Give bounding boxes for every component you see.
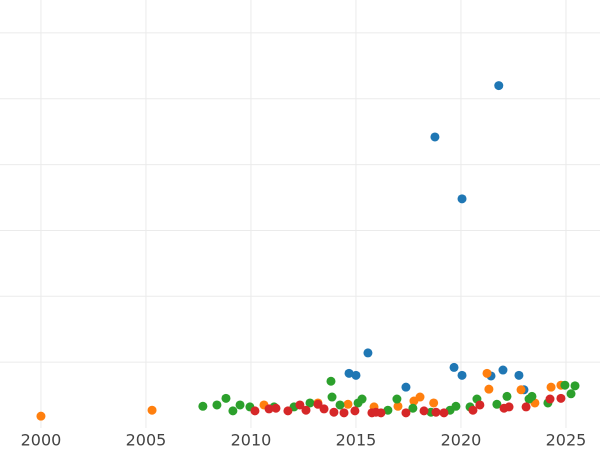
point [36,411,46,421]
point [198,401,208,411]
point [449,362,459,372]
point [376,408,386,418]
x-tick-label: 2010 [231,431,272,450]
point [468,405,478,415]
point [408,403,418,413]
x-tick-label: 2025 [546,431,587,450]
point [419,406,429,416]
point [295,400,305,410]
point [250,406,260,416]
point [546,382,556,392]
point [401,382,411,392]
point [498,365,508,375]
point [457,194,467,204]
point [482,368,492,378]
point [235,400,245,410]
point [357,394,367,404]
point [271,403,281,413]
point [221,393,231,403]
point [283,406,293,416]
point [339,408,349,418]
point [429,398,439,408]
x-tick-label: 2015 [336,431,377,450]
point [475,400,485,410]
point [344,368,354,378]
x-tick-label: 2005 [126,431,167,450]
point [451,401,461,411]
x-tick-label: 2000 [21,431,62,450]
point [363,348,373,358]
point [439,408,449,418]
point [264,404,274,414]
point [383,405,393,415]
point [545,394,555,404]
point [502,391,512,401]
point [566,389,576,399]
point [147,405,157,415]
point [329,407,339,417]
point [313,399,323,409]
point [457,370,467,380]
point [430,132,440,142]
point [393,401,403,411]
point [492,399,502,409]
point [351,370,361,380]
point [527,391,537,401]
point [570,381,580,391]
point [327,392,337,402]
x-tick-label: 2020 [441,431,482,450]
point [504,402,514,412]
point [326,376,336,386]
point [305,398,315,408]
point [494,81,504,91]
point [431,407,441,417]
point [415,392,425,402]
point [484,384,494,394]
point [401,408,411,418]
point [514,370,524,380]
point [343,399,353,409]
point [319,404,329,414]
point [521,402,531,412]
point [335,400,345,410]
point [350,406,360,416]
point [301,405,311,415]
point [556,393,566,403]
point [516,385,526,395]
point [560,380,570,390]
point [228,406,238,416]
point [392,394,402,404]
point [212,400,222,410]
